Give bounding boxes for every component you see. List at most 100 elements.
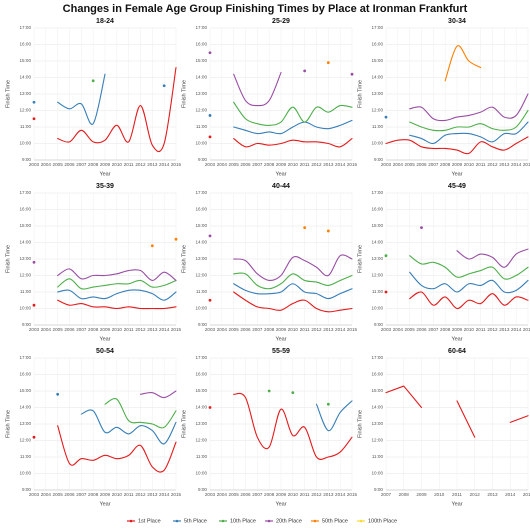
x-tick-label: 2006	[240, 492, 251, 497]
chart-title: Changes in Female Age Group Finishing Ti…	[63, 3, 468, 15]
x-tick-label: 2014	[511, 327, 522, 332]
x-tick-label: 2015	[347, 327, 358, 332]
y-tick-label: 11:00	[196, 454, 208, 459]
x-axis-label: Year	[275, 501, 286, 507]
y-tick-label: 11:00	[20, 454, 32, 459]
y-tick-label: 10:00	[372, 471, 384, 476]
x-tick-label: 2003	[29, 492, 40, 497]
point	[208, 298, 212, 302]
panel: 25-29 Finish Time Year 9:00 10:00 11:00 12:00 1…	[181, 18, 357, 178]
x-tick-label: 2014	[159, 162, 170, 167]
series-line	[409, 271, 529, 294]
legend: 1st Place 5th Place 10th Place 20th Place 50…	[127, 518, 397, 524]
y-tick-label: 12:00	[20, 273, 32, 278]
series-line	[315, 400, 353, 432]
legend-dot	[129, 519, 133, 523]
x-tick-label: 2005	[53, 327, 64, 332]
y-axis-label: Finish Time	[357, 245, 363, 273]
y-tick-label: 10:00	[20, 141, 32, 146]
x-tick-label: 2007	[428, 162, 439, 167]
x-tick-label: 2010	[112, 492, 123, 497]
x-tick-label: 2013	[147, 492, 158, 497]
y-tick-label: 11:00	[20, 289, 32, 294]
y-tick-label: 16:00	[20, 42, 32, 47]
panel: 55-59 Finish Time Year 9:00 10:00 11:00 12:00 1…	[181, 348, 357, 508]
y-tick-label: 13:00	[196, 421, 208, 426]
x-tick-label: 2003	[205, 327, 216, 332]
x-tick-label: 2013	[487, 492, 498, 497]
x-axis-label: Year	[275, 336, 286, 342]
x-tick-label: 2009	[276, 327, 287, 332]
x-tick-label: 2008	[264, 162, 275, 167]
point	[150, 244, 154, 248]
x-tick-label: 2008	[440, 327, 451, 332]
point	[208, 51, 212, 55]
x-tick-label: 2005	[405, 327, 416, 332]
x-tick-label: 2009	[100, 327, 111, 332]
series-line	[139, 390, 177, 399]
x-tick-label: 2012	[487, 327, 498, 332]
y-tick-label: 14:00	[20, 240, 32, 245]
x-tick-label: 2009	[276, 162, 287, 167]
x-tick-label: 2015	[171, 492, 182, 497]
legend-label: 20th Place	[276, 518, 302, 524]
y-tick-label: 13:00	[372, 256, 384, 261]
panel: 50-54 Finish Time Year 9:00 10:00 11:00 12:00 1…	[5, 348, 181, 508]
panel: 45-49 Finish Time Year 9:00 10:00 11:00 12:00 1…	[357, 183, 530, 343]
x-tick-label: 2009	[276, 492, 287, 497]
y-tick-label: 15:00	[20, 388, 32, 393]
y-tick-label: 16:00	[372, 42, 384, 47]
x-tick-label: 2010	[434, 492, 445, 497]
y-tick-label: 12:00	[20, 108, 32, 113]
x-tick-label: 2007	[76, 162, 87, 167]
x-tick-label: 2007	[252, 327, 263, 332]
y-tick-label: 15:00	[372, 223, 384, 228]
y-tick-label: 16:00	[20, 372, 32, 377]
x-tick-label: 2008	[88, 492, 99, 497]
y-axis-label: Finish Time	[5, 410, 11, 438]
panel: 40-44 Finish Time Year 9:00 10:00 11:00 12:00 1…	[181, 183, 357, 343]
y-axis-label: Finish Time	[181, 410, 187, 438]
x-tick-label: 2015	[347, 492, 358, 497]
x-tick-label: 2011	[476, 327, 486, 332]
legend-dot	[175, 519, 179, 523]
x-tick-label: 2014	[335, 492, 346, 497]
y-tick-label: 15:00	[196, 388, 208, 393]
y-axis-label: Finish Time	[357, 80, 363, 108]
x-tick-label: 2005	[229, 327, 240, 332]
series-line	[104, 398, 177, 429]
panel: 30-34 Finish Time Year 9:00 10:00 11:00 12:00 1…	[357, 18, 530, 178]
x-tick-label: 2003	[381, 162, 392, 167]
x-tick-label: 2004	[393, 162, 404, 167]
x-tick-label: 2003	[29, 162, 40, 167]
x-tick-label: 2003	[205, 162, 216, 167]
x-tick-label: 2014	[335, 162, 346, 167]
x-tick-label: 2004	[217, 492, 228, 497]
x-tick-label: 2003	[29, 327, 40, 332]
x-tick-label: 2011	[452, 492, 462, 497]
y-tick-label: 12:00	[196, 108, 208, 113]
point	[174, 237, 178, 241]
x-tick-label: 2007	[76, 492, 87, 497]
x-tick-label: 2012	[470, 492, 481, 497]
x-tick-label: 2009	[452, 162, 463, 167]
x-tick-label: 2008	[88, 327, 99, 332]
y-tick-label: 9:00	[22, 322, 31, 327]
x-tick-label: 2010	[288, 327, 299, 332]
x-tick-label: 2015	[523, 162, 530, 167]
y-tick-label: 10:00	[196, 306, 208, 311]
y-tick-label: 17:00	[196, 25, 208, 30]
x-tick-label: 2008	[440, 162, 451, 167]
x-tick-label: 2013	[499, 162, 510, 167]
x-tick-label: 2011	[124, 492, 134, 497]
y-tick-label: 15:00	[196, 58, 208, 63]
series-line	[385, 385, 529, 438]
point	[32, 303, 36, 307]
x-tick-label: 2012	[135, 492, 146, 497]
x-tick-label: 2011	[300, 162, 310, 167]
panel-title: 50-54	[96, 348, 114, 355]
y-tick-label: 13:00	[20, 91, 32, 96]
legend-dot	[221, 519, 225, 523]
y-tick-label: 12:00	[372, 273, 384, 278]
